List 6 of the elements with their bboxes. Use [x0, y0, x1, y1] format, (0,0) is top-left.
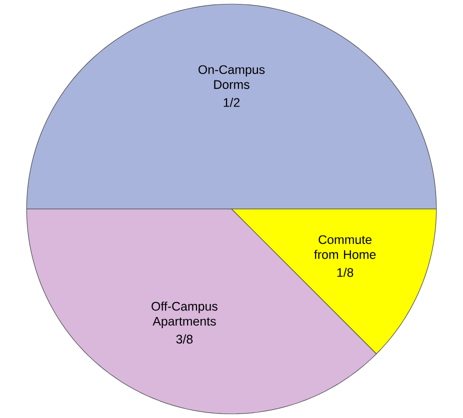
slice-label: On-Campus Dorms	[198, 65, 265, 89]
slice-label: Off-Campus Apartments	[152, 302, 218, 328]
data-label: 3/8	[176, 334, 193, 344]
data-label: 1/8	[337, 268, 354, 277]
slice-label: Commute from Home	[314, 235, 376, 259]
data-label: 1/2	[224, 98, 240, 107]
